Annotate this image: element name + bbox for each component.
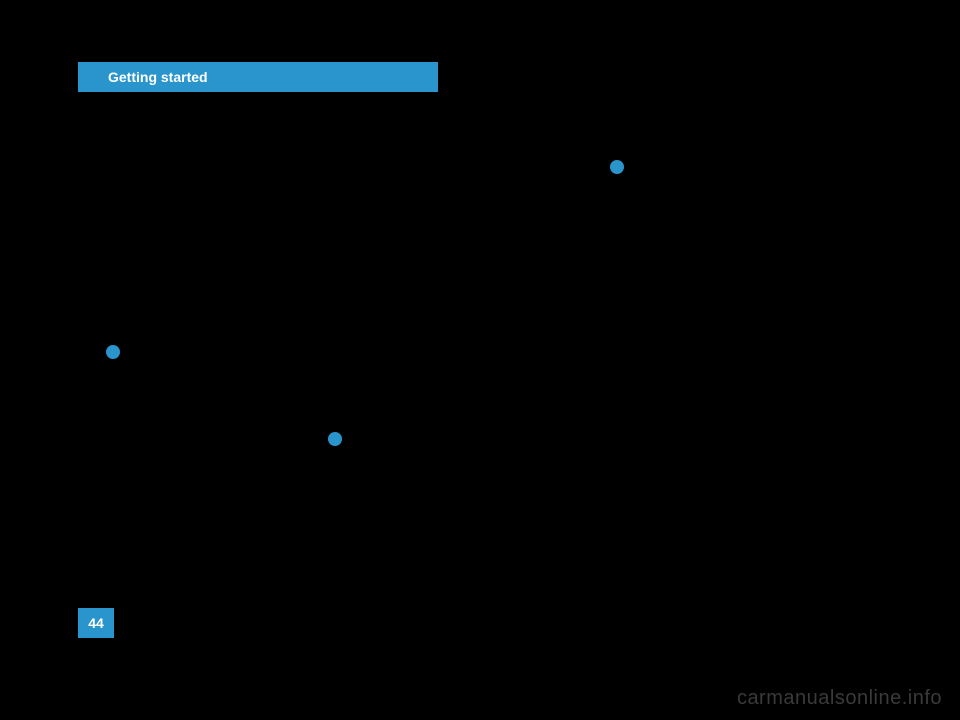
bullet-icon [610,160,624,174]
watermark-text: carmanualsonline.info [737,687,942,710]
page-number-box: 44 [78,608,114,638]
page-number: 44 [88,615,104,631]
bullet-icon [106,345,120,359]
manual-page: Getting started 44 carmanualsonline.info [0,0,960,720]
section-header-bar: Getting started [78,62,438,92]
section-title: Getting started [108,69,208,85]
bullet-icon [328,432,342,446]
